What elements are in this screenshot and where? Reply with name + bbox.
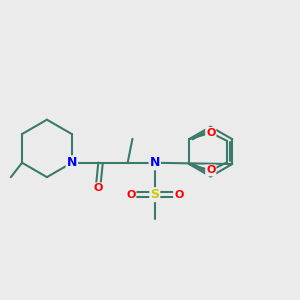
Text: N: N bbox=[150, 156, 160, 169]
Text: O: O bbox=[93, 183, 103, 193]
Text: O: O bbox=[174, 190, 183, 200]
Text: N: N bbox=[67, 156, 77, 169]
Text: S: S bbox=[150, 188, 159, 201]
Text: O: O bbox=[206, 128, 215, 138]
Text: O: O bbox=[126, 190, 136, 200]
Text: O: O bbox=[206, 165, 215, 176]
